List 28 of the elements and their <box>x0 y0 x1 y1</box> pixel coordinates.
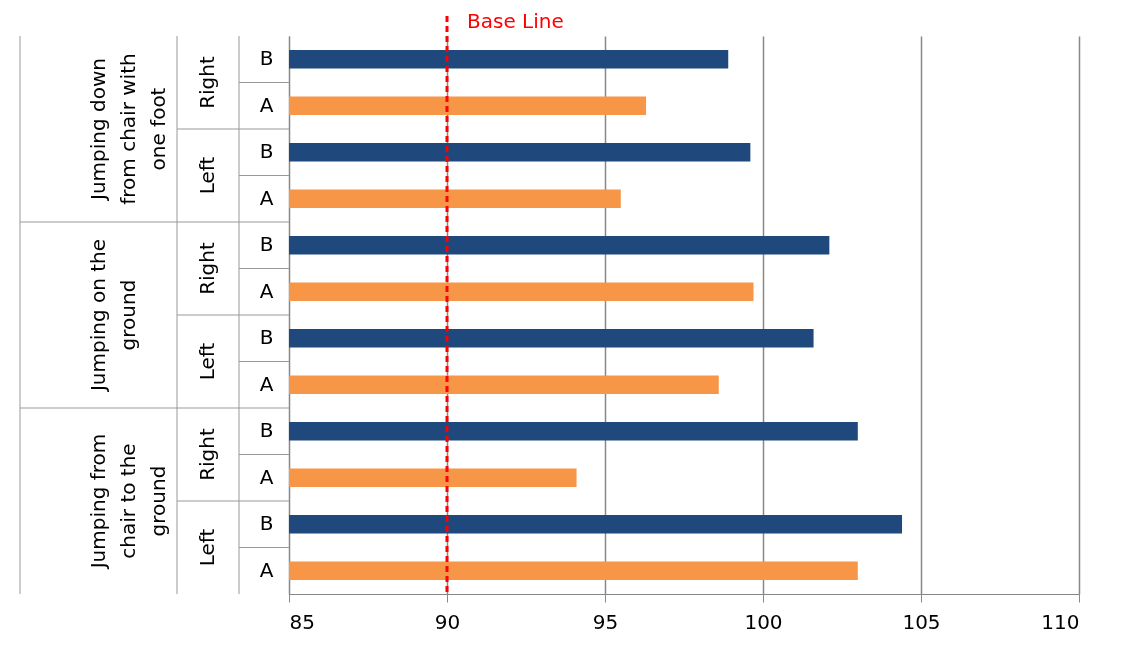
ref-line-label: Base Line <box>467 9 564 33</box>
text: Left <box>195 528 219 567</box>
text: Jumping on the ground <box>85 238 140 394</box>
x-tick-label: 110 <box>1041 609 1080 634</box>
y-tick-label: A <box>259 278 274 303</box>
x-tick-label: 90 <box>434 609 461 634</box>
y-tick-label: B <box>259 325 274 350</box>
text: Right <box>195 242 219 295</box>
x-tick-label: 95 <box>592 609 619 634</box>
y-tick-label: B <box>259 46 274 71</box>
text: Jumping down from chair with one foot <box>85 53 170 205</box>
text: Right <box>195 428 219 481</box>
text: Jumping from chair to the ground <box>85 433 170 571</box>
text: Left <box>195 342 219 381</box>
x-tick-label: 85 <box>289 609 315 634</box>
x-tick-label: 100 <box>744 609 783 634</box>
text: Right <box>195 56 219 109</box>
y-tick-label: A <box>259 464 274 489</box>
y-tick-label: A <box>259 371 274 396</box>
y-tick-label: B <box>259 139 274 164</box>
y-tick-label: B <box>259 232 274 257</box>
y-tick-label: A <box>259 185 274 210</box>
text: Left <box>195 156 219 195</box>
y-tick-label: B <box>259 418 274 443</box>
x-tick-label: 105 <box>902 609 941 634</box>
y-tick-label: B <box>259 511 274 536</box>
y-tick-label: A <box>259 92 274 117</box>
y-tick-label: A <box>259 557 274 582</box>
